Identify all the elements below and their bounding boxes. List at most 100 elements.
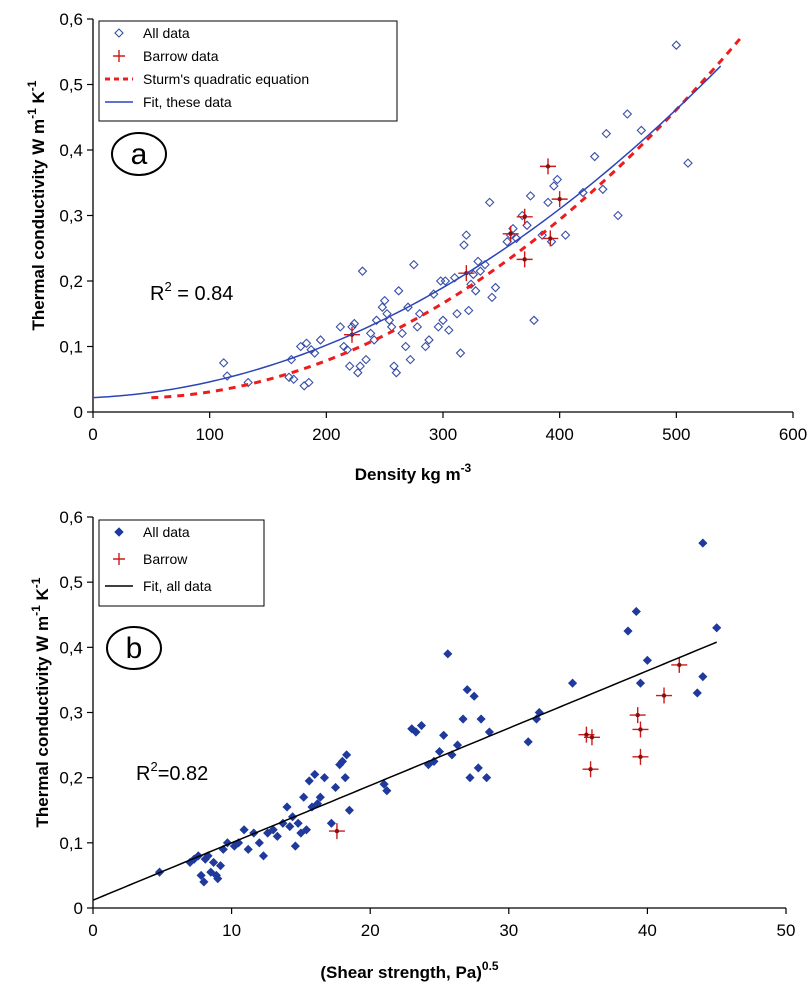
data-point [490, 282, 501, 293]
y-tick-label: 0,1 [59, 834, 83, 853]
data-point [213, 874, 223, 884]
data-point [461, 230, 472, 240]
data-point [459, 240, 469, 250]
legend-label: Fit, all data [143, 578, 212, 594]
data-point [470, 286, 481, 296]
legend-item: Barrow [113, 551, 188, 567]
r-squared-value: =0.82 [158, 763, 209, 785]
data-point [622, 109, 633, 119]
y-tick-label: 0,5 [59, 573, 83, 592]
y-tick-label: 0 [74, 899, 83, 918]
data-point [420, 341, 431, 352]
data-point [342, 750, 352, 760]
data-point [295, 341, 306, 352]
data-point [239, 825, 249, 835]
x-tick-label: 0 [88, 425, 97, 444]
data-point [215, 861, 226, 871]
data-point [443, 649, 453, 659]
data-point [671, 40, 682, 50]
data-point [377, 302, 388, 312]
x-axis-label-sup: 0.5 [482, 959, 499, 973]
x-tick-label: 20 [361, 921, 380, 940]
r-squared-value: = 0.84 [172, 283, 234, 305]
data-point [642, 655, 652, 665]
data-point [411, 727, 421, 737]
data-point [286, 354, 297, 365]
x-axis-label-sup: -3 [461, 461, 472, 475]
data-point [293, 818, 303, 828]
data-point [268, 825, 278, 835]
data-point [416, 720, 427, 731]
data-point [393, 286, 404, 296]
x-tick-label: 50 [777, 921, 796, 940]
data-point [307, 802, 317, 812]
legend-marker [114, 527, 124, 537]
x-tick-label: 300 [429, 425, 457, 444]
data-point [598, 184, 608, 195]
y-tick-label: 0,3 [59, 207, 83, 226]
data-point [288, 812, 298, 822]
data-point [301, 338, 312, 349]
data-point [379, 295, 390, 306]
series-sturm-s-quadratic-equation [151, 35, 743, 400]
data-point [484, 197, 495, 208]
legend-item: All data [114, 25, 190, 41]
series-all-data [218, 40, 693, 391]
x-axis-label: Density kg m-3 [355, 461, 472, 484]
y-tick-label: 0,6 [59, 10, 83, 29]
data-point [475, 266, 486, 276]
data-point [712, 623, 722, 633]
x-axis-label-text: (Shear strength, Pa) [320, 963, 482, 982]
data-point [525, 191, 536, 201]
data-point [414, 308, 425, 319]
data-point [309, 348, 320, 358]
data-point [290, 841, 300, 851]
data-point [469, 691, 479, 701]
data-point-center [584, 732, 589, 737]
data-point [315, 335, 326, 345]
data-point [546, 236, 557, 247]
data-point [537, 230, 547, 240]
data-point [379, 779, 389, 789]
y-tick-label: 0,2 [59, 272, 83, 291]
y-tick-label: 0,1 [59, 338, 83, 357]
data-point [412, 322, 423, 332]
data-point [434, 747, 445, 757]
x-tick-label: 400 [545, 425, 573, 444]
x-tick-label: 100 [195, 425, 223, 444]
data-point [400, 341, 411, 352]
data-point [482, 773, 492, 783]
legend-label: Barrow data [143, 48, 219, 64]
x-tick-label: 40 [638, 921, 657, 940]
data-point [439, 730, 449, 740]
y-axis-label-sup: -1 [25, 108, 39, 119]
data-point-center [589, 735, 595, 740]
data-point [254, 838, 264, 848]
data-point [449, 272, 460, 283]
series-fit-all-data [92, 641, 717, 901]
y-axis-label-text: Thermal conductivity W m [29, 119, 48, 331]
series-barrow-data [344, 158, 568, 343]
data-point [523, 737, 533, 747]
y-tick-label: 0,3 [59, 704, 83, 723]
r-squared-annotation: R2=0.82 [136, 759, 208, 785]
data-point [285, 821, 295, 832]
panel-label-circle [106, 626, 162, 670]
y-axis-label-text: K [33, 587, 52, 605]
series-line [92, 641, 717, 901]
series-barrow [328, 656, 688, 840]
data-point [631, 606, 641, 617]
x-axis-label: (Shear strength, Pa)0.5 [320, 959, 499, 982]
data-point [473, 763, 483, 773]
x-tick-label: 0 [88, 921, 97, 940]
data-point [502, 236, 512, 247]
data-point [335, 322, 346, 332]
data-point [222, 371, 232, 381]
y-axis-label-text: K [29, 90, 48, 108]
data-point [552, 174, 563, 185]
data-point [466, 279, 476, 290]
data-point [365, 328, 376, 339]
data-point [288, 374, 299, 385]
data-point [433, 322, 444, 332]
data-point [452, 308, 462, 319]
